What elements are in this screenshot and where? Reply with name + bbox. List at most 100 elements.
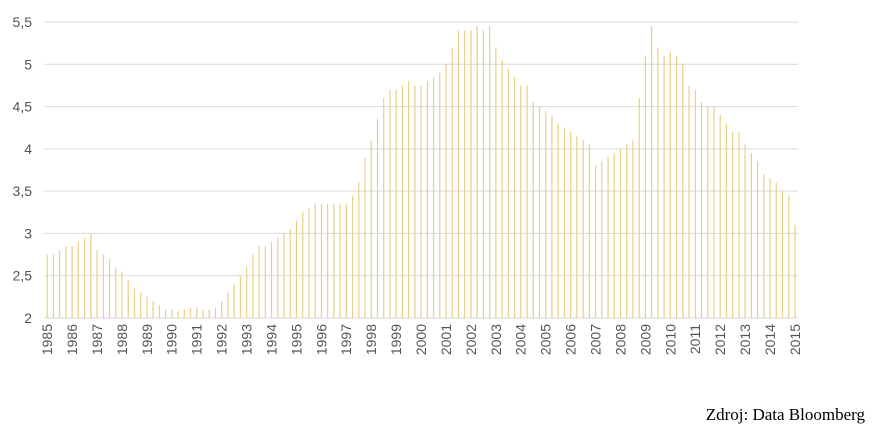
bar: [594, 165, 597, 318]
bar: [71, 246, 73, 318]
bar: [65, 246, 67, 318]
x-tick-label: 2006: [563, 324, 579, 355]
bar: [507, 68, 509, 318]
bar: [370, 140, 372, 318]
x-tick-label: 2015: [787, 324, 803, 355]
x-tick-label: 2013: [737, 324, 753, 355]
bar: [351, 195, 354, 318]
bar: [694, 89, 696, 319]
bar: [158, 305, 160, 318]
bar: [239, 275, 241, 318]
x-tick-label: 1992: [214, 324, 230, 355]
bar: [314, 203, 316, 318]
bar: [140, 292, 142, 318]
bar: [408, 81, 410, 318]
bar: [738, 131, 740, 318]
bar: [214, 307, 217, 318]
bar: [258, 246, 260, 318]
bar: [295, 220, 298, 318]
x-tick-label: 1988: [114, 324, 130, 355]
bar: [146, 296, 148, 318]
bar: [725, 123, 728, 318]
x-tick-label: 2001: [438, 324, 454, 355]
bar: [189, 307, 192, 318]
bar: [607, 157, 609, 318]
bar: [513, 76, 516, 318]
x-tick-label: 2005: [538, 324, 554, 355]
bar: [732, 131, 734, 318]
bar: [669, 51, 671, 318]
x-tick-label: 1985: [39, 324, 55, 355]
bar: [395, 89, 397, 319]
x-tick-label: 1999: [388, 324, 404, 355]
x-tick-label: 1998: [363, 324, 379, 355]
y-tick-label: 3: [24, 225, 32, 241]
bar: [489, 26, 491, 318]
bar: [345, 203, 347, 318]
bar: [576, 136, 578, 318]
bar: [451, 47, 453, 318]
bar: [302, 212, 304, 318]
bar: [246, 267, 248, 318]
x-tick-label: 1994: [263, 324, 279, 355]
source-note: Zdroj: Data Bloomberg: [705, 405, 865, 424]
bar: [327, 203, 329, 318]
bar: [651, 26, 653, 318]
bar: [470, 30, 472, 318]
bar: [700, 102, 703, 318]
bar: [401, 85, 404, 318]
bar: [551, 115, 553, 319]
bar: [102, 254, 104, 318]
bar: [619, 148, 622, 318]
x-tick-label: 1993: [239, 324, 255, 355]
bar: [763, 174, 765, 318]
bar: [339, 203, 341, 318]
bar: [781, 191, 784, 318]
bar: [171, 309, 173, 318]
bar: [613, 153, 615, 318]
bar: [333, 203, 335, 318]
bar: [570, 131, 572, 318]
bar: [457, 30, 460, 318]
y-tick-label: 2: [24, 310, 32, 326]
bar: [756, 161, 759, 318]
bar: [688, 85, 690, 318]
x-tick-label: 2008: [612, 324, 628, 355]
bar: [582, 140, 584, 318]
x-tick-label: 1989: [139, 324, 155, 355]
bar: [638, 98, 640, 318]
bar: [221, 301, 223, 318]
bar: [769, 178, 771, 318]
x-tick-label: 2012: [712, 324, 728, 355]
bar: [775, 182, 777, 318]
bar: [376, 119, 379, 318]
bar: [719, 115, 721, 319]
bar: [563, 127, 566, 318]
bar: [713, 106, 715, 318]
bar: [707, 106, 709, 318]
bar: [52, 254, 55, 318]
bar: [439, 72, 441, 318]
bar: [364, 157, 366, 318]
x-tick-label: 1987: [89, 324, 105, 355]
bar: [90, 233, 92, 318]
x-tick-label: 2004: [513, 324, 529, 355]
bar: [289, 229, 291, 318]
bar: [389, 89, 391, 319]
bar: [121, 271, 123, 318]
y-tick-label: 5,5: [13, 14, 33, 30]
bar: [77, 241, 79, 318]
x-tick-label: 1990: [164, 324, 180, 355]
bar: [482, 30, 485, 318]
bar: [744, 144, 746, 318]
x-tick-label: 1991: [189, 324, 205, 355]
bar: [432, 76, 435, 318]
x-tick-label: 1997: [338, 324, 354, 355]
bar: [532, 102, 534, 318]
bar: [177, 311, 179, 318]
bar: [414, 85, 416, 318]
bar: [202, 309, 204, 318]
bar: [601, 161, 603, 318]
bar: [426, 81, 428, 318]
bar: [127, 279, 129, 318]
